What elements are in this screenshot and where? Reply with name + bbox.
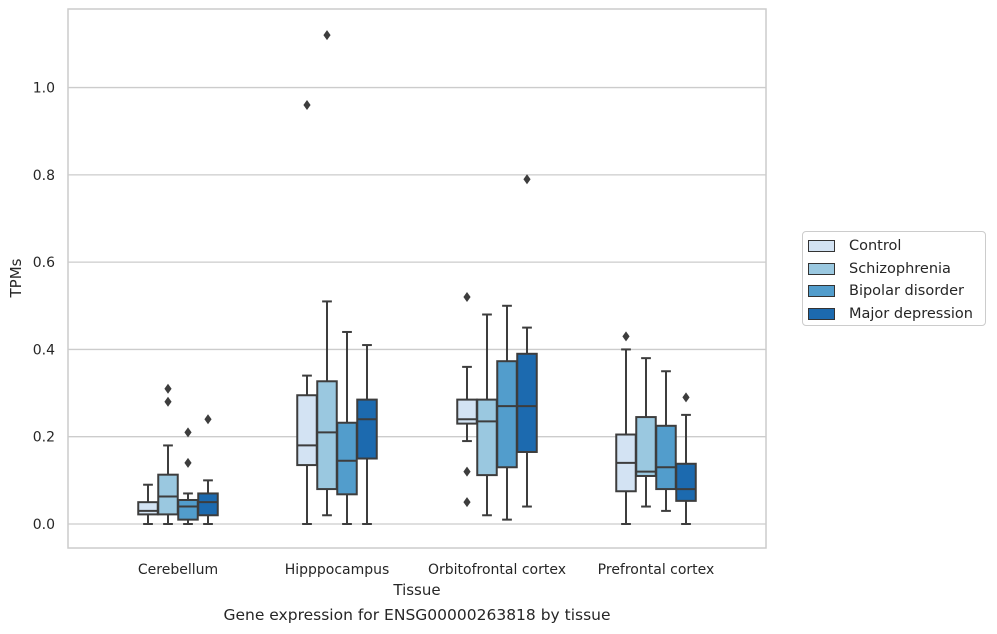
box-body [356, 398, 378, 460]
box-body [336, 421, 358, 496]
legend-label: Control [849, 238, 902, 255]
outlier-point [523, 174, 531, 185]
outlier-point [164, 383, 172, 394]
outlier-point [323, 30, 331, 41]
outlier-point [622, 331, 630, 342]
box-body [655, 424, 677, 491]
legend-label: Bipolar disorder [849, 283, 964, 300]
box [157, 383, 179, 525]
chart-caption: Gene expression for ENSG00000263818 by t… [223, 606, 611, 624]
box-groups [137, 30, 697, 525]
box-body [197, 492, 219, 517]
legend-swatch [808, 262, 835, 275]
y-axis-label: TPMs [7, 258, 25, 298]
series-schizophrenia [157, 30, 657, 525]
box-body [296, 394, 318, 467]
y-tick-label: 0.8 [33, 168, 55, 184]
box [655, 370, 677, 512]
y-tick-label: 0.0 [33, 517, 55, 533]
box [635, 357, 657, 508]
x-tick-labels: Cerebellum Hipppocampus Orbitofrontal cort… [138, 562, 714, 578]
box-body [316, 380, 338, 491]
y-tick-label: 0.2 [33, 430, 55, 446]
x-axis-label: Tissue [392, 581, 440, 599]
box [356, 344, 378, 525]
series-major-depression [197, 174, 697, 525]
box-body [516, 352, 538, 453]
x-tick-label: Orbitofrontal cortex [428, 562, 566, 578]
outlier-point [463, 497, 471, 508]
outlier-point [463, 292, 471, 303]
box-body [137, 501, 159, 516]
outlier-point [303, 100, 311, 111]
outlier-point [204, 414, 212, 425]
legend-item-schizophrenia: Schizophrenia [808, 258, 985, 281]
legend: Control Schizophrenia Bipolar disorder M… [802, 231, 986, 326]
legend-item-control: Control [808, 235, 985, 258]
box [675, 392, 697, 525]
legend-label: Major depression [849, 305, 973, 322]
x-tick-label: Prefrontal cortex [598, 562, 715, 578]
outlier-point [682, 392, 690, 403]
box-body [476, 398, 498, 477]
box-body [157, 473, 179, 516]
x-tick-label: Hipppocampus [285, 562, 390, 578]
box [177, 427, 199, 525]
outlier-point [184, 427, 192, 438]
box-body [496, 360, 518, 469]
outlier-point [184, 457, 192, 468]
y-tick-label: 0.4 [33, 342, 55, 358]
y-tick-label: 0.6 [33, 255, 55, 271]
legend-item-major-depression: Major depression [808, 303, 985, 326]
y-tick-label: 1.0 [33, 81, 55, 97]
y-tick-labels: 0.0 0.2 0.4 0.6 0.8 1.0 [33, 81, 55, 533]
box-body [635, 416, 657, 477]
legend-swatch [808, 285, 835, 298]
outlier-point [463, 466, 471, 477]
box [197, 414, 219, 525]
box [456, 292, 478, 508]
legend-label: Schizophrenia [849, 260, 951, 277]
box [516, 174, 538, 508]
series-bipolar-disorder [177, 304, 677, 525]
box [336, 330, 358, 525]
box-body [177, 498, 199, 521]
legend-swatch [808, 240, 835, 253]
legend-item-bipolar-disorder: Bipolar disorder [808, 280, 985, 303]
box [137, 483, 159, 525]
legend-swatch [808, 307, 835, 320]
x-tick-label: Cerebellum [138, 562, 218, 578]
series-control [137, 100, 637, 525]
box-body [675, 462, 697, 502]
outlier-point [164, 396, 172, 407]
